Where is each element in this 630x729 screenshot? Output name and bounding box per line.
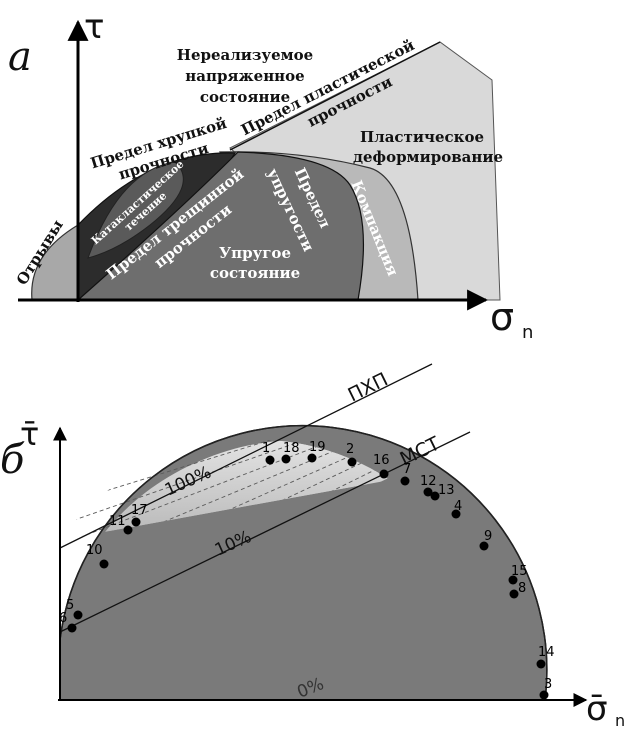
- unreal-label-2: напряженное: [185, 67, 304, 85]
- sigma-axis-subscript: n: [522, 322, 533, 343]
- sigma-axis-label: σ: [490, 295, 514, 339]
- point-marker: [123, 525, 133, 535]
- point-label: 18: [283, 441, 300, 456]
- point-marker: [281, 454, 291, 464]
- point-label: 10: [86, 543, 103, 558]
- point-label: 17: [131, 503, 148, 518]
- point-marker: [379, 469, 389, 479]
- plastic-def-label-1: Пластическое: [360, 128, 484, 146]
- point-label: 2: [346, 442, 354, 457]
- point-marker: [479, 541, 489, 551]
- panel-b: б τ̄ σ̄ n ПХП МСТ 100% 10% 0% 1 18 19 2 …: [0, 363, 625, 729]
- point-label: 14: [538, 645, 555, 660]
- plastic-limit-line: [229, 41, 441, 151]
- point-marker: [539, 690, 549, 700]
- point-label: 11: [109, 514, 126, 529]
- tau-bar-label: τ̄: [20, 415, 39, 453]
- point-marker: [307, 453, 317, 463]
- point-label: 19: [309, 440, 326, 455]
- point-marker: [508, 575, 518, 585]
- point-label: 3: [544, 677, 552, 692]
- elastic-state-label-2: состояние: [210, 264, 300, 282]
- panel-a: a τ σ n Нереализуемое напряженное состоя…: [8, 7, 533, 343]
- point-label: 6: [59, 611, 67, 626]
- point-label: 12: [420, 474, 437, 489]
- panel-a-letter: a: [8, 34, 32, 80]
- unreal-label-1: Нереализуемое: [177, 46, 313, 64]
- point-label: 15: [511, 564, 528, 579]
- sigma-bar-subscript: n: [615, 711, 625, 729]
- mst-line: [59, 431, 471, 633]
- point-label: 7: [403, 462, 411, 477]
- point-marker: [509, 589, 519, 599]
- pxp-line: [59, 363, 433, 549]
- mohr-circle-outline: [59, 424, 548, 701]
- elastic-state-label-1: Упругое: [219, 244, 291, 262]
- point-label: 16: [373, 453, 390, 468]
- point-marker: [423, 487, 433, 497]
- point-label: 5: [66, 598, 74, 613]
- sigma-bar-label: σ̄: [586, 689, 608, 729]
- pxp-label: ПХП: [345, 368, 392, 406]
- point-marker: [451, 509, 461, 519]
- point-label: 8: [518, 581, 526, 596]
- point-marker: [265, 455, 275, 465]
- cataclastic-region: [87, 161, 184, 259]
- point-marker: [347, 457, 357, 467]
- point-marker: [430, 491, 440, 501]
- points-layer: 1 18 19 2 16 7 12 13 4 9 15 8 14: [59, 440, 555, 700]
- panel-b-letter: б: [0, 437, 25, 483]
- point-marker: [400, 476, 410, 486]
- point-label: 4: [454, 499, 462, 514]
- plastic-def-label-2: деформирование: [353, 148, 503, 166]
- point-marker: [99, 559, 109, 569]
- unreal-label-3: состояние: [200, 88, 290, 106]
- point-marker: [536, 659, 546, 669]
- point-label: 13: [438, 483, 455, 498]
- gradient-wedge-fill: [60, 442, 390, 540]
- elastic-region: [76, 151, 365, 301]
- point-marker: [131, 517, 141, 527]
- point-label: 1: [262, 441, 270, 456]
- tau-axis-label: τ: [84, 7, 104, 47]
- point-marker: [73, 610, 83, 620]
- point-marker: [67, 623, 77, 633]
- point-label: 9: [484, 529, 492, 544]
